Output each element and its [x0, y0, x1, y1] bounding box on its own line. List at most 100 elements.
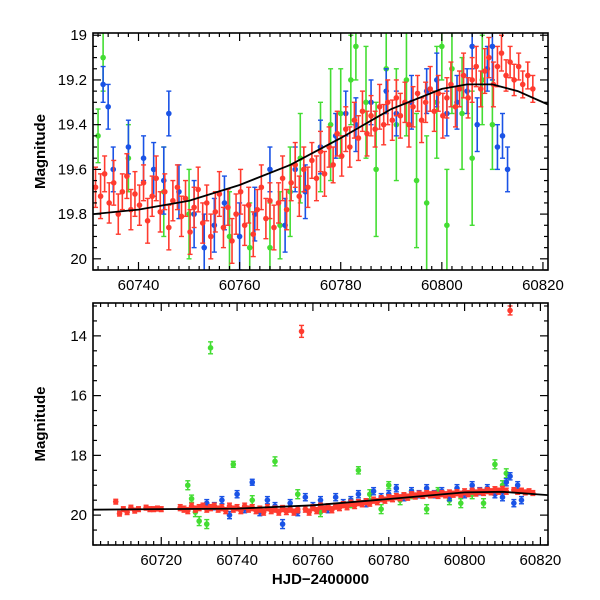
y-tick-label: 19.2 — [58, 72, 87, 89]
green-data-point — [373, 101, 379, 238]
blue-data-point — [355, 489, 362, 499]
red-data-point — [292, 141, 299, 188]
x-tick-label: 60820 — [520, 552, 562, 569]
red-data-point — [149, 175, 155, 218]
red-data-point — [456, 70, 463, 108]
red-data-point — [507, 45, 513, 79]
red-data-point — [393, 79, 400, 117]
x-tick-label: 60720 — [140, 552, 182, 569]
red-data-point — [263, 197, 269, 240]
green-data-point — [403, 33, 410, 137]
green-data-point — [95, 108, 101, 164]
red-data-point — [364, 110, 370, 157]
y-tick-label: 14 — [70, 328, 87, 345]
red-data-point — [153, 155, 159, 202]
red-series — [93, 34, 536, 264]
red-data-point — [498, 34, 505, 72]
red-data-point — [237, 168, 244, 215]
red-data-point — [166, 204, 172, 251]
green-data-point — [385, 480, 392, 490]
red-data-point — [110, 159, 117, 206]
red-data-point — [482, 47, 488, 95]
red-data-point — [234, 503, 240, 512]
red-data-point — [195, 166, 201, 213]
blue-data-point — [221, 175, 228, 231]
y-tick-label: 18 — [70, 447, 87, 464]
red-data-point — [207, 213, 214, 260]
plot-area — [93, 305, 548, 530]
y-tick-label: 19.6 — [58, 161, 87, 178]
green-data-point — [186, 168, 192, 260]
green-data-point — [249, 495, 256, 506]
red-data-point — [267, 182, 273, 220]
red-data-point — [229, 217, 235, 264]
x-tick-label: 60820 — [522, 277, 564, 294]
red-data-point — [427, 65, 434, 112]
blue-data-point — [494, 123, 501, 171]
red-data-point — [250, 211, 257, 258]
red-data-point — [305, 166, 311, 209]
red-data-point — [199, 202, 206, 244]
green-data-point — [423, 503, 430, 515]
green-data-point — [230, 460, 237, 469]
green-data-point — [337, 68, 344, 159]
green-data-point — [439, 33, 445, 81]
blue-data-point — [489, 33, 496, 81]
y-tick-label: 16 — [70, 388, 87, 405]
x-axis-title: HJD−2400000 — [272, 571, 369, 588]
green-data-point — [184, 480, 191, 491]
red-data-point — [275, 508, 282, 516]
red-data-point — [254, 188, 261, 231]
axis-ticks — [93, 33, 548, 271]
y-tick-label: 19 — [70, 27, 87, 44]
green-data-point — [294, 489, 301, 500]
green-data-point — [348, 34, 354, 126]
y-tick-label: 20 — [70, 507, 87, 524]
red-data-point — [414, 74, 421, 112]
red-data-point — [161, 173, 168, 211]
blue-data-point — [211, 197, 218, 253]
green-data-point — [196, 515, 202, 527]
green-data-point — [480, 497, 487, 509]
red-data-point — [220, 206, 227, 249]
x-tick-label: 60740 — [118, 277, 160, 294]
green-data-point — [327, 68, 334, 182]
green-data-point — [489, 79, 496, 171]
red-data-point — [203, 184, 210, 222]
blue-data-point — [507, 471, 513, 481]
blue-data-point — [499, 112, 506, 159]
x-tick-label: 60800 — [421, 277, 463, 294]
red-data-point — [187, 208, 193, 256]
red-data-point — [157, 191, 164, 233]
red-data-point — [124, 153, 130, 200]
y-axis-title: Magnitude — [32, 114, 49, 189]
green-data-point — [207, 341, 214, 355]
red-data-point — [258, 164, 265, 211]
red-data-point — [119, 173, 126, 211]
red-data-point — [326, 126, 332, 168]
green-data-point — [449, 33, 455, 115]
red-data-point — [380, 103, 387, 146]
red-data-point — [170, 179, 176, 222]
red-data-point — [460, 52, 467, 99]
red-data-point — [473, 45, 480, 88]
y-tick-label: 20 — [70, 251, 87, 268]
red-data-point — [376, 83, 383, 130]
red-data-point — [507, 305, 513, 316]
red-data-point — [144, 197, 151, 244]
red-data-point — [140, 164, 147, 202]
red-data-point — [342, 106, 349, 153]
blue-data-point — [370, 486, 377, 496]
blue-data-point — [302, 492, 309, 502]
green-data-point — [413, 112, 420, 249]
red-data-point — [271, 204, 277, 251]
blue-data-point — [166, 90, 172, 137]
green-data-point — [287, 146, 293, 238]
blue-data-point — [160, 146, 167, 215]
red-data-point — [275, 182, 282, 224]
x-tick-label: 60760 — [292, 552, 334, 569]
red-data-point — [313, 155, 320, 202]
red-data-point — [106, 182, 112, 224]
green-data-point — [457, 497, 464, 509]
green-series — [95, 33, 496, 270]
